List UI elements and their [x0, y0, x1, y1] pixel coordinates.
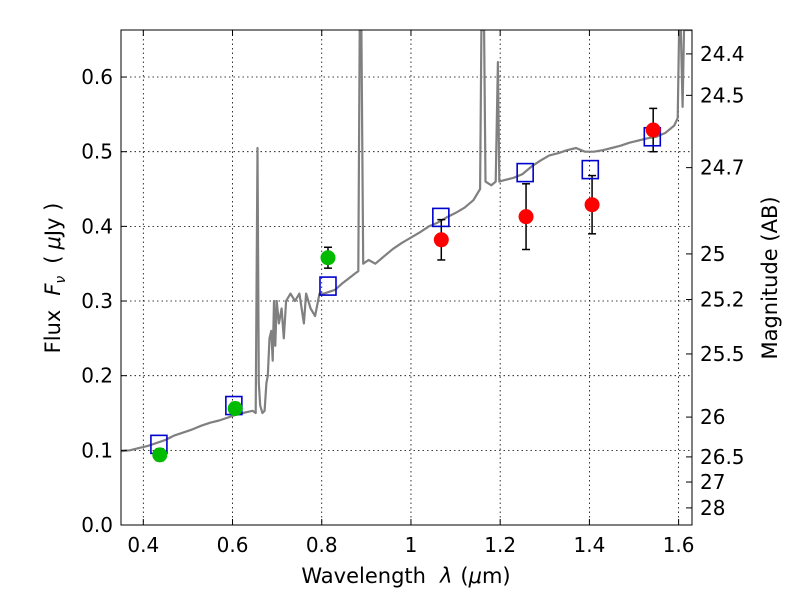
- optical-photometry-point: [320, 250, 336, 266]
- marker-layer: [150, 122, 662, 463]
- mag-tick-label: 25.2: [700, 288, 745, 312]
- x-tick-label: 1: [405, 533, 418, 557]
- mag-tick-label: 24.5: [700, 83, 745, 107]
- axis-ticks: 0.4 0.6 0.8 1 1.2 1.4 1.6 0.0 0.1 0.2 0.3 0.4 0.5 0.6…: [81, 30, 745, 557]
- y-tick-label: 0.0: [81, 513, 113, 537]
- y-tick-label: 0.4: [81, 214, 113, 238]
- mag-tick-label: 25.5: [700, 342, 745, 366]
- x-tick-label: 1.6: [663, 533, 695, 557]
- y-tick-label: 0.1: [81, 438, 113, 462]
- y-axis-label: FluxFν(μJy ): [41, 203, 69, 354]
- plot-frame: [120, 29, 693, 526]
- grid-lines: [121, 30, 692, 525]
- x-tick-label: 1.2: [484, 533, 516, 557]
- mag-tick-label: 27: [700, 470, 725, 494]
- spectrum-layer: [121, 30, 692, 453]
- mag-tick-label: 28: [700, 496, 725, 520]
- y-tick-label: 0.2: [81, 364, 113, 388]
- model-spectrum-line: [121, 30, 692, 453]
- y2-axis-label: Magnitude (AB): [758, 196, 782, 359]
- nir-photometry-point: [645, 122, 661, 138]
- model-photometry-marker: [319, 276, 337, 296]
- y-tick-label: 0.3: [81, 289, 113, 313]
- optical-photometry-point: [152, 447, 168, 463]
- y-tick-label: 0.6: [81, 65, 113, 89]
- model-photometry-marker: [432, 207, 450, 228]
- mag-tick-label: 26.5: [700, 445, 745, 469]
- x-tick-label: 0.8: [306, 533, 338, 557]
- x-tick-label: 0.6: [217, 533, 249, 557]
- x-tick-label: 1.4: [573, 533, 605, 557]
- mag-tick-label: 24.4: [700, 42, 745, 66]
- model-photometry-marker: [581, 159, 600, 180]
- mag-tick-label: 26: [700, 405, 725, 429]
- nir-photometry-point: [584, 197, 600, 213]
- nir-photometry-point: [433, 232, 449, 248]
- model-photometry-marker: [516, 162, 534, 183]
- y-tick-label: 0.5: [81, 140, 113, 164]
- x-axis-label: Wavelength λ (μm): [301, 564, 510, 588]
- mag-tick-label: 25: [700, 242, 725, 266]
- optical-photometry-point: [227, 401, 243, 417]
- x-tick-label: 0.4: [127, 533, 159, 557]
- nir-photometry-point: [518, 209, 534, 225]
- mag-tick-label: 24.7: [700, 156, 745, 180]
